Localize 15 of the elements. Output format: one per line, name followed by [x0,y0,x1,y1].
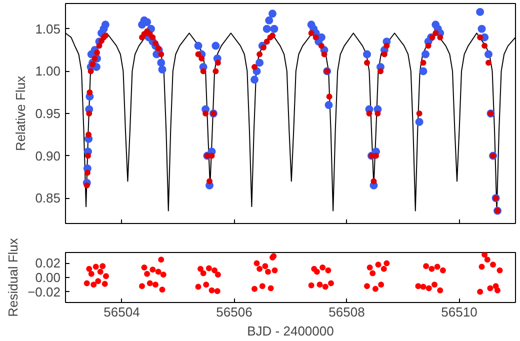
y-tick-label: 0.90 [35,148,61,164]
y-axis-title: Relative Flux [13,75,28,152]
y-tick-label: 1.05 [35,21,61,36]
x-tick-label: 56510 [441,304,478,320]
y-tick-label: 1.00 [35,64,61,79]
x-axis-title: BJD - 2400000 [247,324,334,338]
x-tick-label: 56506 [216,304,252,320]
y-tick-label: 0.02 [35,256,61,271]
y-tick-label: 0.95 [35,106,61,121]
y-axis-title: Residual Flux [6,238,21,317]
y-tick-label: −0.02 [28,284,61,300]
y-tick-label: 0.00 [35,270,61,285]
x-tick-label: 56504 [104,304,140,320]
x-tick-label: 56508 [328,304,365,320]
y-tick-label: 0.85 [35,190,61,206]
